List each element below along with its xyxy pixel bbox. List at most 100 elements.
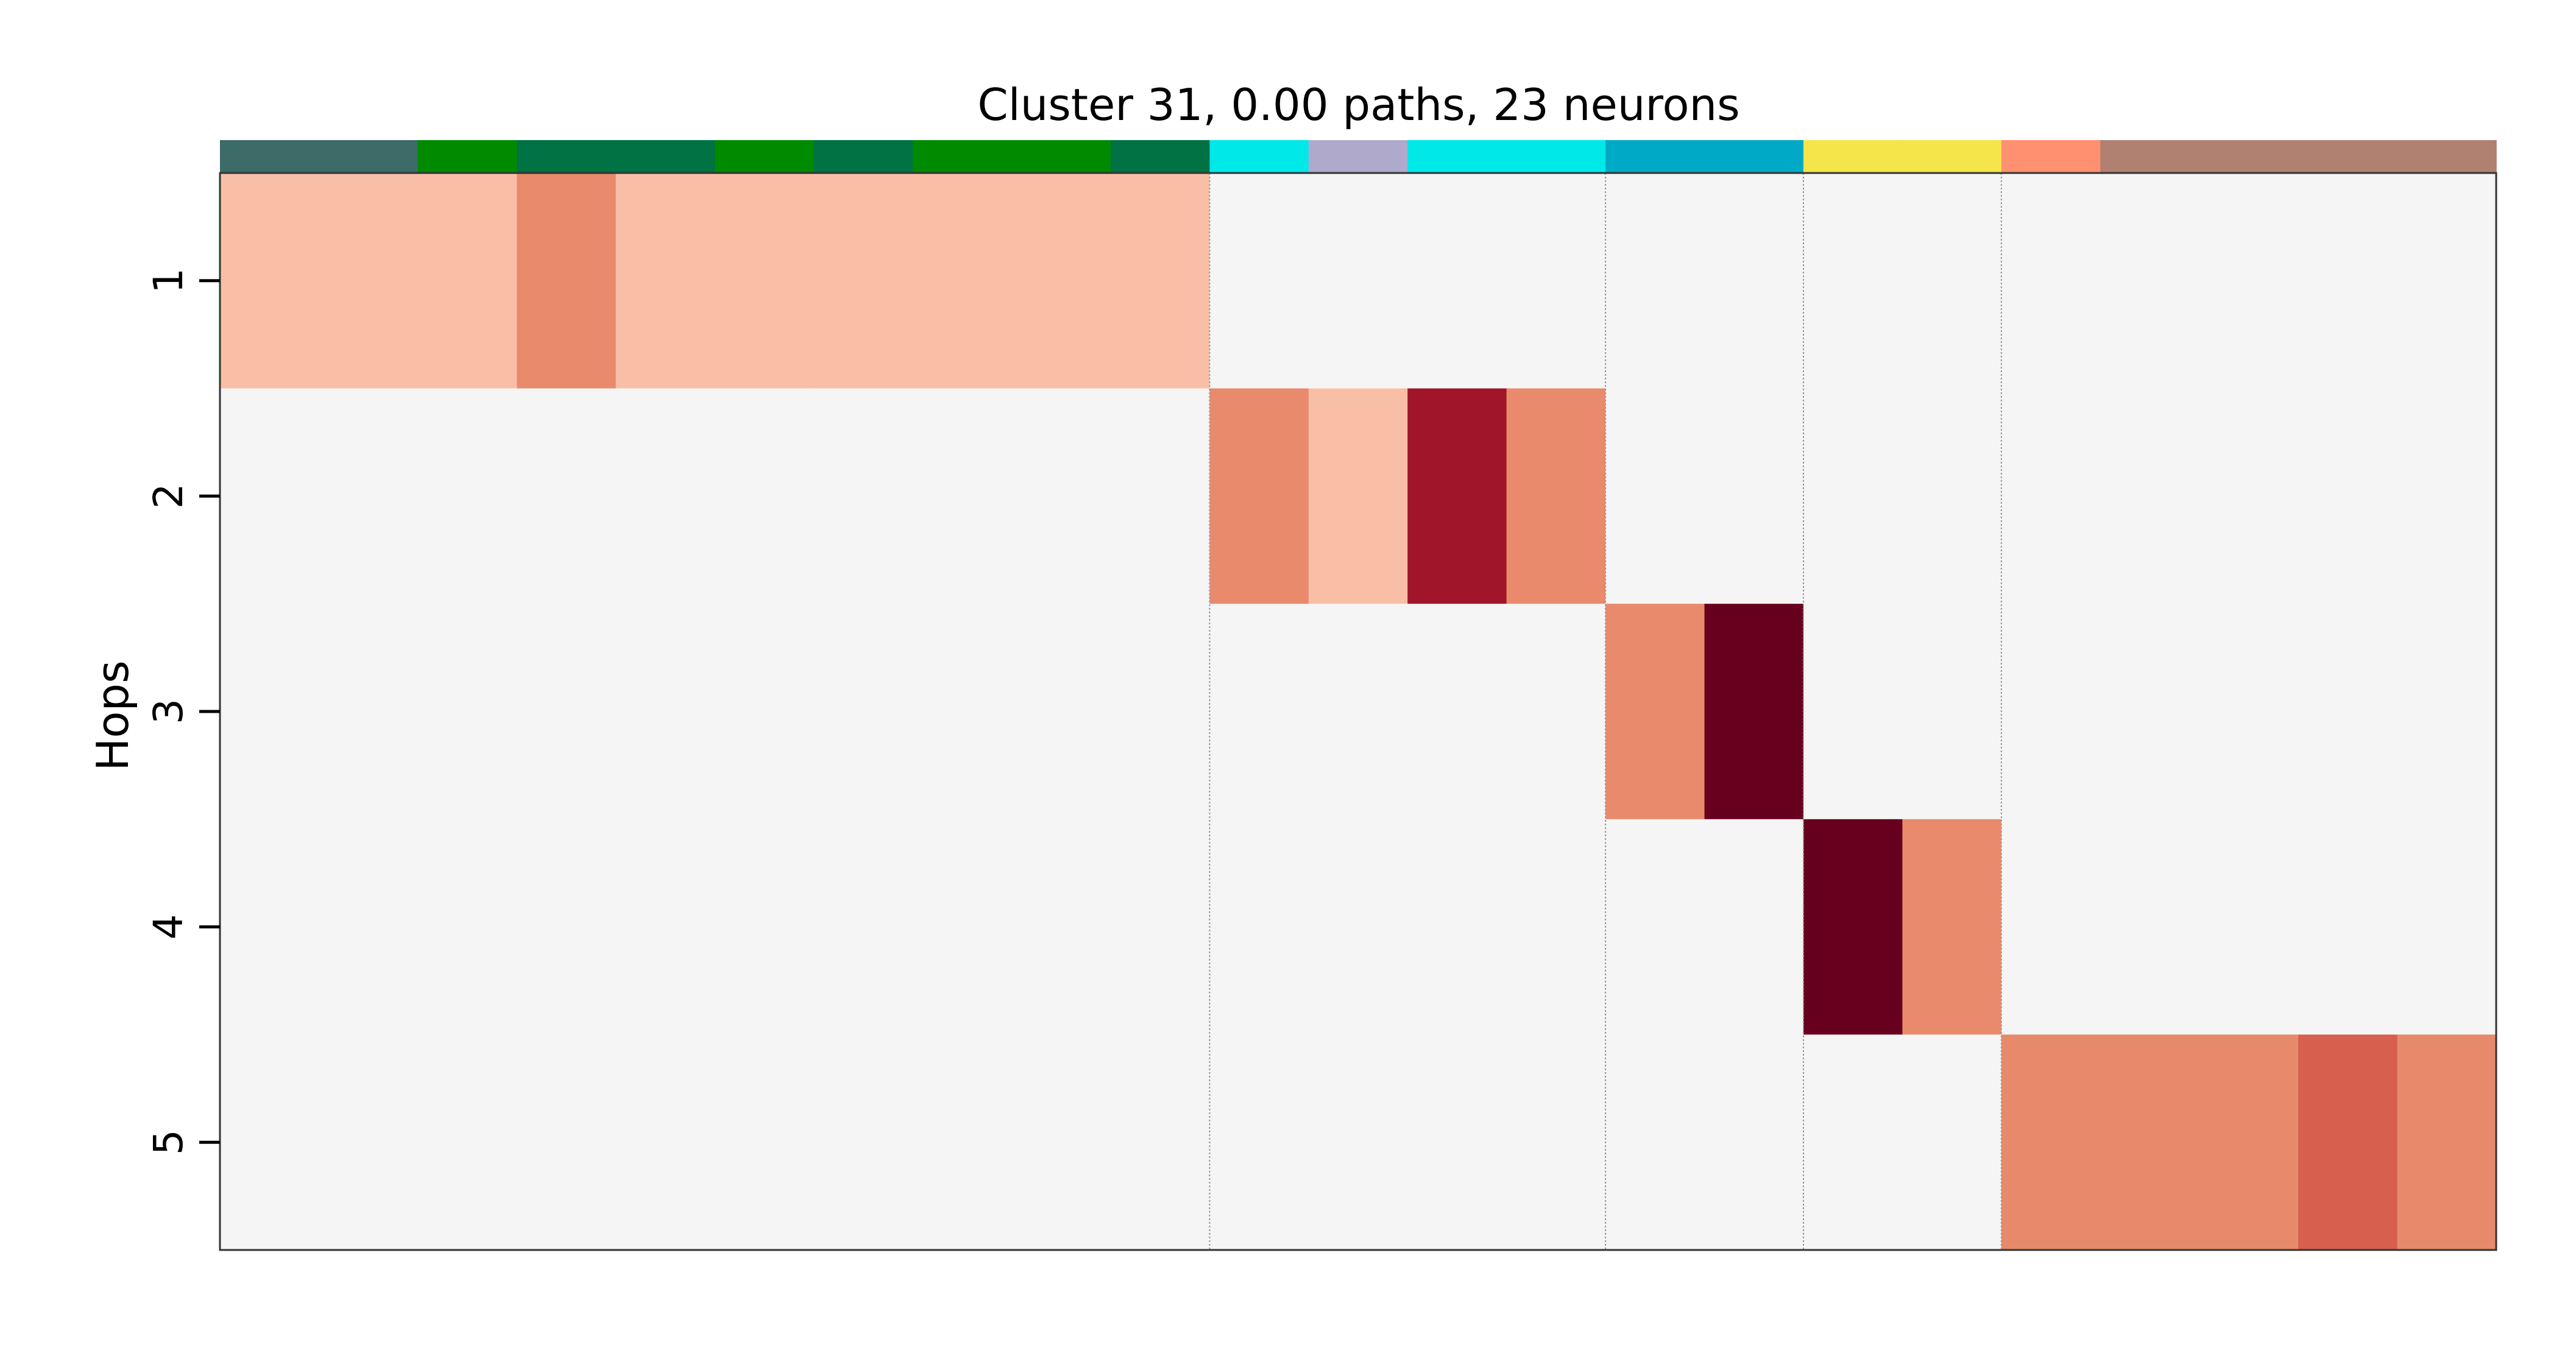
column-color-15: [1605, 140, 1705, 173]
heatmap-cell: [1605, 1034, 1705, 1251]
heatmap-cell: [220, 819, 320, 1036]
heatmap-cell: [1704, 1034, 1804, 1251]
heatmap-cell: [1110, 173, 1211, 389]
heatmap-cell: [1506, 388, 1606, 604]
heatmap-cell: [1011, 173, 1111, 389]
heatmap-cell: [1506, 819, 1606, 1036]
heatmap-cell: [615, 604, 715, 820]
column-color-23: [2397, 140, 2497, 173]
column-color-6: [715, 140, 815, 173]
heatmap-cell: [1407, 1034, 1507, 1251]
heatmap-cell: [2001, 604, 2101, 820]
heatmap-cell: [1803, 173, 1903, 389]
heatmap-cell: [1308, 1034, 1409, 1251]
heatmap-cell: [319, 173, 419, 389]
y-tick-label: 2: [145, 483, 192, 509]
heatmap-cell: [2001, 173, 2101, 389]
heatmap-cell: [2199, 819, 2299, 1036]
column-color-4: [517, 140, 617, 173]
heatmap-cell: [1506, 173, 1606, 389]
column-color-16: [1704, 140, 1804, 173]
column-color-18: [1902, 140, 2002, 173]
heatmap-cell: [1011, 388, 1111, 604]
heatmap-cell: [1308, 388, 1409, 604]
column-color-8: [913, 140, 1013, 173]
heatmap-cell: [2199, 604, 2299, 820]
column-color-17: [1803, 140, 1903, 173]
column-color-14: [1506, 140, 1606, 173]
heatmap-cell: [2298, 388, 2398, 604]
heatmap-cell: [1704, 604, 1804, 820]
chart-title: Cluster 31, 0.00 paths, 23 neurons: [977, 79, 1739, 130]
heatmap-cell: [1407, 604, 1507, 820]
column-color-5: [615, 140, 715, 173]
heatmap-cell: [813, 1034, 913, 1251]
heatmap-cell: [2298, 1034, 2398, 1251]
heatmap-cell: [319, 388, 419, 604]
heatmap-cell: [2199, 388, 2299, 604]
heatmap-cell: [1308, 819, 1409, 1036]
column-color-1: [220, 140, 320, 173]
y-tick-label: 1: [145, 268, 192, 294]
heatmap-cell: [2397, 604, 2497, 820]
heatmap-cell: [2298, 819, 2398, 1036]
heatmap-cell: [1506, 604, 1606, 820]
y-axis-label: Hops: [87, 660, 138, 771]
heatmap-cell: [1605, 173, 1705, 389]
group-separators: [1209, 173, 2002, 1250]
column-color-9: [1011, 140, 1111, 173]
heatmap-cell: [517, 604, 617, 820]
heatmap-cell: [1011, 604, 1111, 820]
heatmap-cell: [1011, 1034, 1111, 1251]
y-tick-label: 4: [145, 914, 192, 940]
heatmap-cell: [1902, 1034, 2002, 1251]
heatmap-cell: [2100, 173, 2200, 389]
heatmap-cell: [715, 1034, 815, 1251]
column-color-2: [319, 140, 419, 173]
heatmap-cell: [220, 388, 320, 604]
heatmap-cell: [220, 173, 320, 389]
column-color-21: [2199, 140, 2299, 173]
heatmap-cell: [517, 819, 617, 1036]
heatmap-cell: [2298, 604, 2398, 820]
column-color-19: [2001, 140, 2101, 173]
heatmap-cell: [1605, 604, 1705, 820]
heatmap-cell: [715, 173, 815, 389]
heatmap-cell: [2100, 1034, 2200, 1251]
heatmap-cell: [813, 604, 913, 820]
heatmap-cell: [2001, 388, 2101, 604]
heatmap-cell: [1209, 819, 1309, 1036]
heatmap-cell: [1110, 388, 1211, 604]
heatmap-cell: [913, 604, 1013, 820]
heatmap-cell: [1902, 819, 2002, 1036]
heatmap-cell: [1209, 1034, 1309, 1251]
heatmap-cell: [2100, 819, 2200, 1036]
heatmap-cell: [2199, 1034, 2299, 1251]
heatmap-cell: [913, 388, 1013, 604]
heatmap-cell: [1407, 388, 1507, 604]
heatmap-cell: [715, 604, 815, 820]
column-color-22: [2298, 140, 2398, 173]
heatmap-cell: [913, 1034, 1013, 1251]
y-tick-label: 5: [145, 1129, 192, 1155]
heatmap-cell: [813, 819, 913, 1036]
heatmap-cell: [1704, 388, 1804, 604]
heatmap-cell: [1803, 604, 1903, 820]
heatmap-cell: [2001, 819, 2101, 1036]
heatmap-cell: [813, 388, 913, 604]
heatmap-cell: [1605, 819, 1705, 1036]
heatmap-cell: [615, 1034, 715, 1251]
heatmap-cell: [2397, 1034, 2497, 1251]
heatmap-cell: [813, 173, 913, 389]
heatmap-cell: [1902, 388, 2002, 604]
heatmap-cell: [1407, 819, 1507, 1036]
heatmap-cell: [517, 388, 617, 604]
heatmap-cell: [2199, 173, 2299, 389]
heatmap-cell: [417, 604, 518, 820]
heatmap-cell: [1704, 173, 1804, 389]
heatmap-cell: [1308, 604, 1409, 820]
heatmap-cell: [1110, 1034, 1211, 1251]
heatmap-cell: [319, 1034, 419, 1251]
heatmap-cell: [615, 173, 715, 389]
